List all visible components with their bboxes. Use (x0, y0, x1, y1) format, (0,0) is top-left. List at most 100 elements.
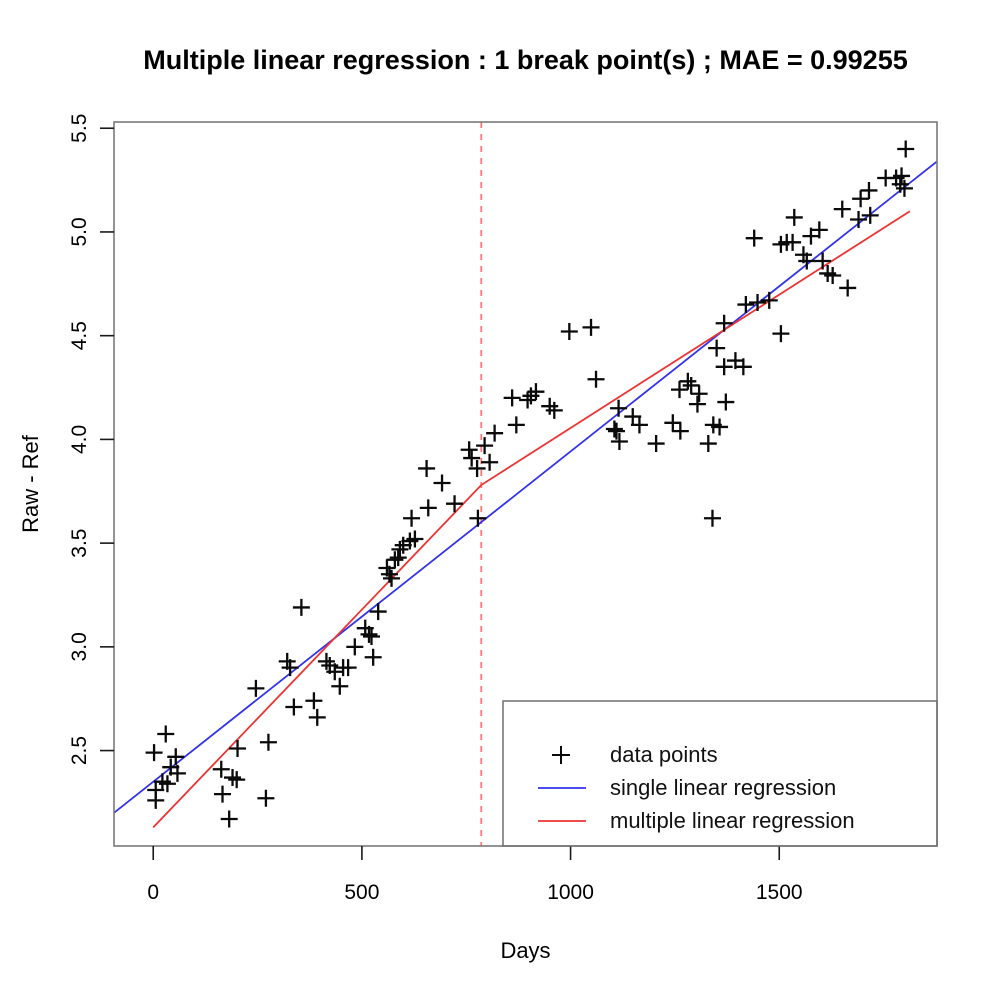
y-tick-label: 3.5 (68, 529, 91, 558)
data-point (468, 459, 486, 477)
data-point (671, 381, 688, 399)
data-point (833, 200, 851, 218)
x-tick-label: 1500 (756, 881, 803, 904)
data-point (317, 652, 335, 670)
data-point (798, 252, 816, 270)
data-point (220, 810, 238, 828)
data-point (145, 744, 163, 762)
data-point (391, 540, 409, 558)
data-point (147, 791, 165, 809)
x-tick-label: 0 (147, 881, 159, 904)
x-axis-label: Days (500, 938, 551, 963)
data-point (460, 441, 478, 459)
data-point (503, 389, 521, 407)
data-point (679, 372, 697, 390)
data-point (257, 789, 275, 807)
data-point (285, 698, 303, 716)
data-point (893, 167, 911, 185)
data-point (715, 358, 733, 376)
y-tick-label: 3.0 (68, 632, 91, 661)
data-point (699, 435, 717, 453)
data-point (157, 725, 175, 743)
data-point (519, 391, 537, 409)
legend-entry-label: multiple linear regression (610, 808, 855, 833)
data-point (292, 598, 310, 616)
data-point (158, 775, 176, 793)
data-point (380, 565, 398, 583)
data-point (897, 140, 915, 158)
data-point (717, 393, 735, 411)
data-point (605, 420, 623, 438)
data-point (607, 422, 625, 440)
data-point (433, 474, 451, 492)
data-point (891, 175, 909, 193)
data-point (630, 416, 648, 434)
data-point (824, 267, 842, 285)
data-point (703, 509, 721, 527)
data-point (369, 603, 387, 621)
data-point (406, 530, 424, 548)
data-point (647, 435, 665, 453)
data-point (610, 399, 628, 417)
data-point (745, 229, 763, 247)
data-point (760, 291, 778, 309)
data-point (527, 383, 545, 401)
data-point (772, 325, 790, 343)
data-point (214, 785, 232, 803)
multiple-linear-regression-line (152, 210, 911, 828)
data-point (587, 370, 605, 388)
data-point (610, 432, 628, 450)
data-point (850, 211, 868, 229)
data-point (167, 748, 185, 766)
data-point (212, 760, 230, 778)
data-point (446, 495, 464, 513)
data-point (331, 677, 349, 695)
data-point (688, 395, 706, 413)
data-point (418, 459, 436, 477)
data-point (403, 509, 421, 527)
data-point (784, 233, 802, 251)
data-point (346, 638, 364, 656)
data-point (711, 418, 729, 436)
data-point (481, 453, 499, 471)
data-point (259, 733, 277, 751)
data-point (895, 179, 913, 197)
data-point (860, 181, 878, 199)
data-point (507, 416, 525, 434)
data-point (383, 569, 401, 587)
data-point (419, 499, 437, 517)
data-point (852, 190, 870, 208)
data-point (708, 339, 726, 357)
chart-title: Multiple linear regression : 1 break poi… (143, 45, 908, 75)
data-point (715, 314, 733, 332)
data-point (305, 692, 323, 710)
data-point (389, 549, 407, 567)
data-point (545, 401, 563, 419)
data-point (476, 437, 494, 455)
data-point (690, 385, 708, 403)
legend-plus-symbol (552, 746, 570, 764)
data-point (308, 708, 326, 726)
data-point (839, 279, 857, 297)
y-tick-label: 2.5 (68, 736, 91, 765)
data-point (682, 376, 700, 394)
data-point (582, 318, 600, 336)
data-point (326, 663, 344, 681)
data-point (486, 424, 504, 442)
data-point (386, 551, 404, 569)
data-point (363, 627, 381, 645)
data-point (810, 221, 828, 239)
x-tick-label: 1000 (547, 881, 594, 904)
data-point (168, 764, 186, 782)
data-point (229, 739, 247, 757)
data-point (671, 422, 689, 440)
data-point (734, 358, 752, 376)
data-point (224, 769, 242, 787)
x-tick-label: 500 (344, 881, 379, 904)
legend-entry-label: single linear regression (610, 775, 836, 800)
data-point (228, 771, 246, 789)
single-linear-regression-line (113, 160, 938, 814)
data-point (861, 206, 879, 224)
